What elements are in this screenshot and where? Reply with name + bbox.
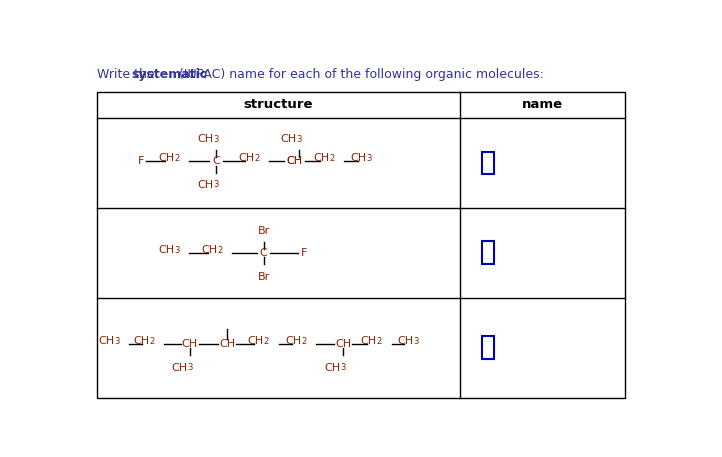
Text: CH: CH xyxy=(201,245,217,255)
Bar xyxy=(97,92,625,398)
Text: 2: 2 xyxy=(174,154,180,163)
Bar xyxy=(482,152,495,175)
Text: CH: CH xyxy=(313,153,329,163)
Text: 3: 3 xyxy=(187,362,193,372)
Text: CH: CH xyxy=(238,153,254,163)
Text: CH: CH xyxy=(324,362,340,372)
Text: CH: CH xyxy=(248,335,264,345)
Text: C: C xyxy=(212,156,220,166)
Text: 3: 3 xyxy=(340,362,346,372)
Text: CH: CH xyxy=(158,245,174,255)
Text: C: C xyxy=(260,248,268,258)
Text: CH: CH xyxy=(287,156,303,166)
Text: CH: CH xyxy=(197,181,214,190)
Text: 2: 2 xyxy=(217,246,222,255)
Text: structure: structure xyxy=(243,99,313,112)
Text: CH: CH xyxy=(197,134,214,144)
Text: F: F xyxy=(137,156,144,166)
Bar xyxy=(482,336,495,359)
Text: CH: CH xyxy=(360,335,377,345)
Text: F: F xyxy=(301,248,308,258)
Text: CH: CH xyxy=(98,335,114,345)
Text: 2: 2 xyxy=(301,336,306,345)
Text: Br: Br xyxy=(258,272,270,282)
Text: CH: CH xyxy=(350,153,366,163)
Text: CH: CH xyxy=(280,134,296,144)
Text: 3: 3 xyxy=(114,336,120,345)
Text: CH: CH xyxy=(133,335,149,345)
Text: CH: CH xyxy=(182,339,198,349)
Text: 3: 3 xyxy=(214,181,219,189)
Text: name: name xyxy=(521,99,562,112)
Text: 2: 2 xyxy=(149,336,155,345)
Text: Br: Br xyxy=(258,226,270,236)
Text: CH: CH xyxy=(158,153,174,163)
Text: 2: 2 xyxy=(329,154,334,163)
Text: 3: 3 xyxy=(413,336,419,345)
Text: 2: 2 xyxy=(264,336,269,345)
Text: 3: 3 xyxy=(366,154,372,163)
Text: CH: CH xyxy=(219,339,235,349)
Text: 2: 2 xyxy=(377,336,382,345)
Text: 3: 3 xyxy=(174,246,180,255)
Text: CH: CH xyxy=(397,335,413,345)
Text: CH: CH xyxy=(287,156,303,166)
Text: CH: CH xyxy=(171,362,187,372)
Text: 3: 3 xyxy=(296,135,302,144)
Text: systematic: systematic xyxy=(131,68,208,81)
Text: CH: CH xyxy=(335,339,351,349)
Text: 2: 2 xyxy=(254,154,259,163)
Bar xyxy=(482,241,495,264)
Text: (IUPAC) name for each of the following organic molecules:: (IUPAC) name for each of the following o… xyxy=(175,68,544,81)
Text: Write the: Write the xyxy=(97,68,159,81)
Text: 3: 3 xyxy=(214,135,219,144)
Text: CH: CH xyxy=(285,335,301,345)
